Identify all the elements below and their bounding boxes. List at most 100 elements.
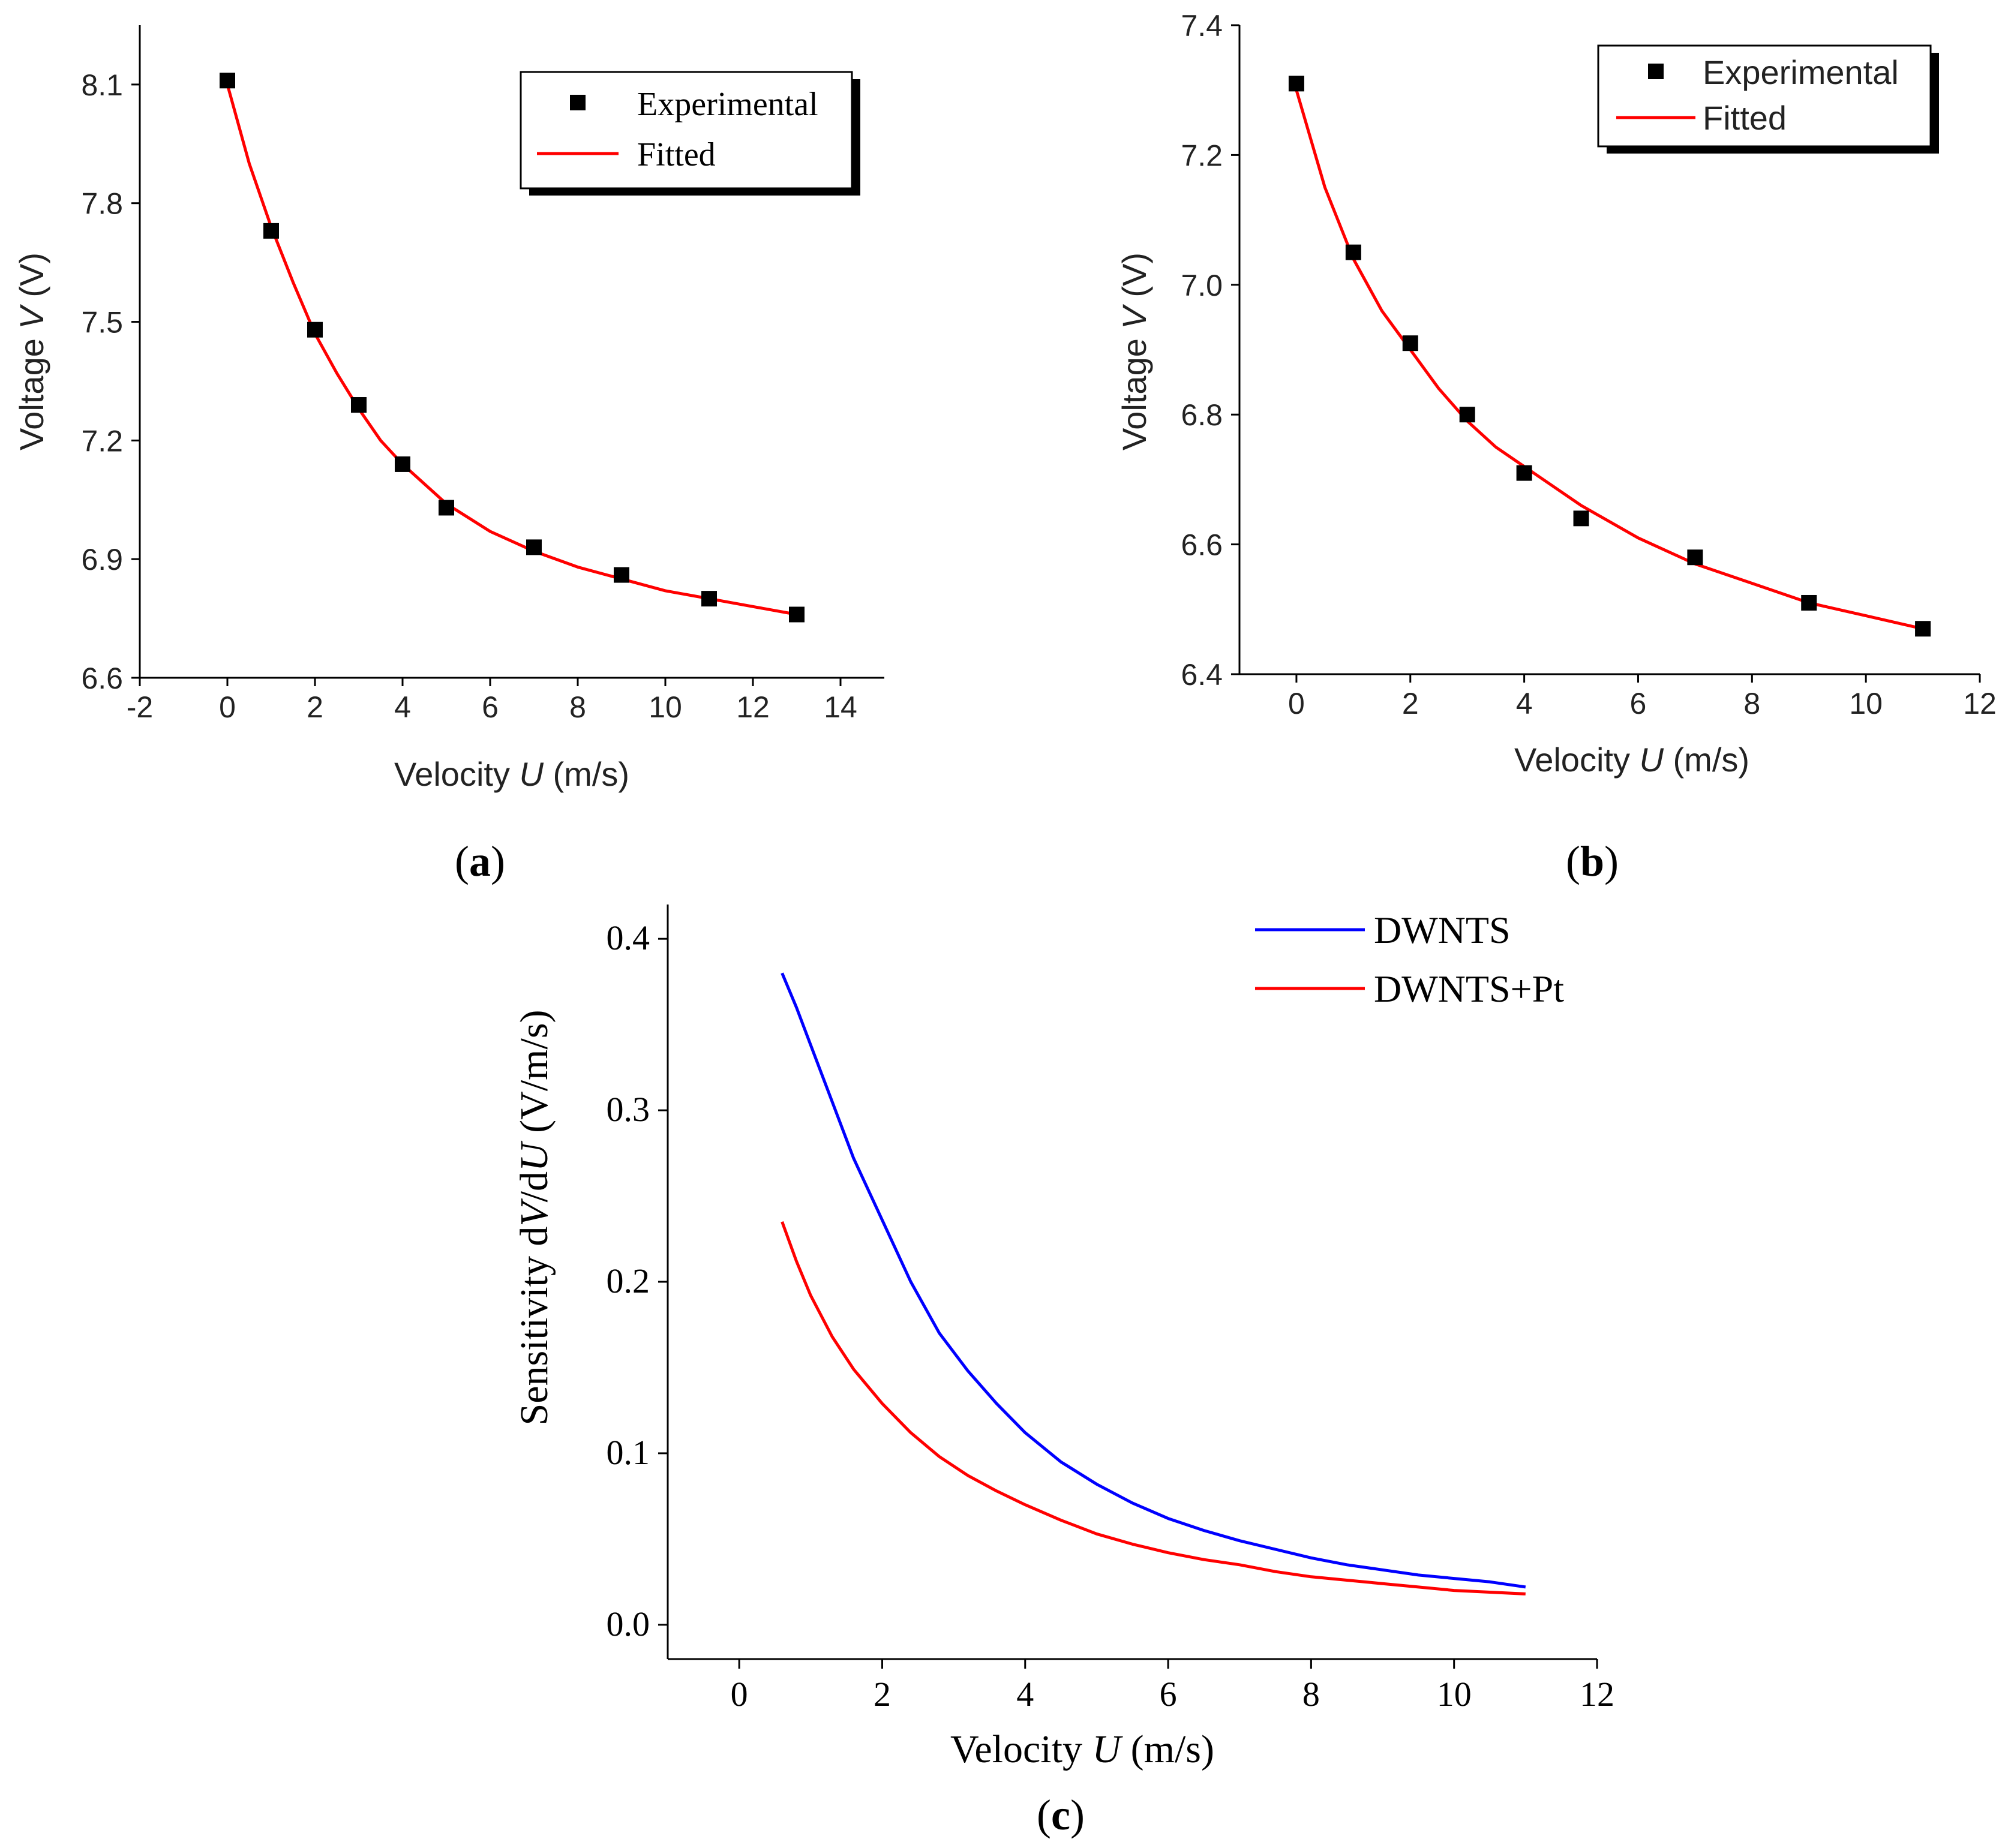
panel-a-experimental-point (789, 606, 805, 623)
panel-c-line-dwnts (781, 972, 1526, 1589)
panel-c-x-tick-label: 0 (731, 1675, 748, 1714)
panel-b-x-tick-label: 12 (1963, 687, 1997, 720)
panel-a-x-axis-title: Velocity U (m/s) (394, 755, 629, 793)
panel-a-experimental-point (220, 73, 235, 89)
panel-a-y-tick-label: 7.8 (81, 187, 123, 221)
panel-a-y-tick-label: 6.9 (81, 543, 123, 576)
panel-b-x-tick-label: 2 (1402, 687, 1419, 720)
panel-b-experimental-point (1573, 510, 1589, 527)
panel-a-legend-label-experimental: Experimental (637, 86, 818, 123)
panel-c-x-tick-label: 8 (1302, 1675, 1320, 1714)
panel-b-y-tick-label: 6.4 (1181, 658, 1223, 692)
panel-b-y-tick-label: 7.2 (1181, 139, 1223, 172)
panel-b-y-tick-label: 7.4 (1181, 9, 1223, 43)
panel-b-x-tick-label: 6 (1630, 687, 1647, 720)
panel-a-x-tick-label: 12 (736, 690, 770, 724)
panel-b-experimental-point (1516, 465, 1532, 481)
panel-b-y-tick-label: 7.0 (1181, 269, 1223, 302)
panel-b-experimental-point (1345, 244, 1361, 260)
panel-b-legend: Experimental Fitted (1597, 44, 1939, 154)
panel-c-line-dwnts-pt (781, 1221, 1526, 1595)
panel-a-x-tick-label: 4 (394, 690, 411, 724)
panel-c-y-tick-label: 0.4 (607, 918, 650, 957)
panel-b: 0 2 4 6 8 10 12 6.4 6.6 6.8 7.0 7.2 7.4 Velocity U (… (1115, 9, 1997, 885)
panel-c-caption: (c) (1037, 1791, 1085, 1839)
panel-a-caption: (a) (455, 837, 505, 885)
panel-a-legend-box (520, 71, 853, 190)
panel-c: 0 2 4 6 8 10 12 0.0 0.1 0.2 0.3 0.4 Velocity U (m/s… (512, 905, 1614, 1839)
panel-c-axes (667, 905, 1597, 1660)
panel-c-legend-label-dwnts-pt: DWNTS+Pt (1374, 967, 1564, 1010)
panel-a-experimental-point (307, 321, 323, 338)
panel-b-y-tick-label: 6.6 (1181, 528, 1223, 562)
panel-b-experimental-series (1288, 76, 1931, 637)
panel-c-x-tick-label: 2 (874, 1675, 891, 1714)
panel-a-legend-label-fitted: Fitted (637, 136, 716, 173)
panel-a-ticks: -2 0 2 4 6 8 10 12 14 6.6 6.9 7.2 7.5 7.8 8.1 (81, 68, 857, 724)
panel-a: -2 0 2 4 6 8 10 12 14 6.6 6.9 7.2 7.5 7.8 8.1 Velocity… (13, 25, 884, 885)
panel-a-experimental-point (351, 397, 367, 413)
panel-a-x-tick-label: 14 (824, 690, 857, 724)
panel-a-x-tick-label: 8 (569, 690, 586, 724)
panel-a-experimental-point (263, 223, 279, 239)
panel-b-fitted-series (1295, 89, 1923, 630)
panel-b-legend-marker-experimental (1648, 64, 1664, 79)
panel-c-x-tick-label: 4 (1016, 1675, 1034, 1714)
panel-a-y-tick-label: 8.1 (81, 68, 123, 102)
panel-b-x-tick-label: 8 (1743, 687, 1760, 720)
panel-a-y-axis-title: Voltage V (V) (13, 253, 50, 450)
panel-b-x-tick-label: 4 (1516, 687, 1533, 720)
panel-b-experimental-point (1459, 407, 1475, 423)
panel-b-experimental-point (1288, 76, 1304, 92)
panel-b-y-tick-label: 6.8 (1181, 398, 1223, 432)
panel-a-fitted-series (226, 84, 797, 616)
panel-a-experimental-series (220, 73, 805, 623)
panel-a-x-tick-label: 2 (307, 690, 323, 724)
panel-c-x-axis-title: Velocity U (m/s) (950, 1727, 1214, 1771)
panel-a-y-tick-label: 7.5 (81, 306, 123, 339)
panel-b-caption: (b) (1566, 837, 1619, 885)
panel-b-axes (1238, 25, 1980, 675)
panel-b-experimental-point (1915, 621, 1931, 637)
panel-b-legend-label-experimental: Experimental (1703, 53, 1899, 91)
panel-b-legend-box (1597, 44, 1932, 148)
panel-a-x-tick-label: 10 (649, 690, 682, 724)
panel-a-y-tick-label: 7.2 (81, 424, 123, 458)
panel-c-legend-label-dwnts: DWNTS (1374, 909, 1511, 951)
panel-c-legend: DWNTS DWNTS+Pt (1255, 909, 1564, 1010)
panel-b-experimental-point (1687, 549, 1703, 566)
panel-b-y-axis-title: Voltage V (V) (1115, 253, 1153, 450)
panel-c-y-tick-label: 0.0 (607, 1604, 650, 1643)
panel-b-line-fitted (1295, 89, 1923, 630)
panel-a-x-tick-label: -2 (127, 690, 153, 724)
panel-a-experimental-point (395, 456, 410, 472)
panel-c-y-tick-label: 0.3 (607, 1090, 650, 1129)
panel-c-x-tick-label: 6 (1160, 1675, 1177, 1714)
panel-b-experimental-point (1402, 335, 1418, 351)
panel-a-legend-marker-experimental (570, 95, 586, 110)
panel-a-experimental-point (439, 500, 454, 516)
panel-a-line-fitted (226, 84, 797, 616)
panel-c-y-tick-label: 0.1 (607, 1433, 650, 1472)
panel-b-ticks: 0 2 4 6 8 10 12 6.4 6.6 6.8 7.0 7.2 7.4 (1181, 9, 1996, 720)
panel-a-legend: Experimental Fitted (520, 71, 860, 196)
panel-a-experimental-point (701, 591, 717, 607)
panel-a-y-tick-label: 6.6 (81, 662, 123, 695)
panel-a-experimental-point (614, 567, 629, 583)
panel-c-x-tick-label: 12 (1580, 1675, 1614, 1714)
panel-a-axes (139, 25, 884, 679)
panel-b-experimental-point (1801, 594, 1817, 611)
panel-c-y-axis-title: Sensitivity dV/dU (V/m/s) (512, 1009, 556, 1425)
panel-a-x-tick-label: 6 (482, 690, 499, 724)
panel-b-x-tick-label: 10 (1849, 687, 1883, 720)
panel-c-y-tick-label: 0.2 (607, 1261, 650, 1300)
panel-a-experimental-point (526, 539, 542, 555)
panel-c-ticks: 0 2 4 6 8 10 12 0.0 0.1 0.2 0.3 0.4 (607, 918, 1615, 1714)
panel-c-x-tick-label: 10 (1437, 1675, 1472, 1714)
panel-b-legend-label-fitted: Fitted (1703, 99, 1787, 137)
panel-b-x-axis-title: Velocity U (m/s) (1514, 741, 1749, 779)
panel-c-series (781, 972, 1526, 1595)
panel-b-x-tick-label: 0 (1288, 687, 1305, 720)
